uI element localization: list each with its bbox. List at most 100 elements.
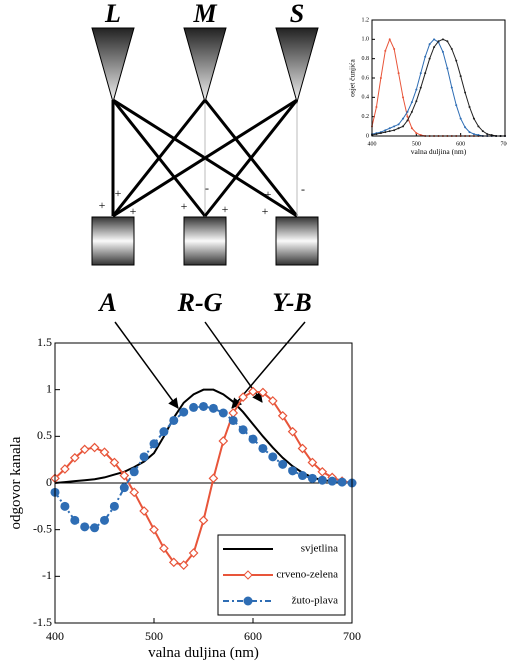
marker bbox=[375, 106, 378, 108]
marker bbox=[90, 523, 100, 533]
marker bbox=[455, 104, 458, 107]
y-tick-label: 0.8 bbox=[362, 56, 370, 62]
marker bbox=[168, 557, 179, 568]
marker bbox=[415, 100, 418, 103]
marker bbox=[459, 75, 462, 78]
marker bbox=[410, 101, 413, 104]
y-tick-label: 0 bbox=[366, 133, 369, 139]
marker bbox=[307, 457, 318, 468]
marker bbox=[327, 476, 337, 486]
marker bbox=[169, 415, 179, 425]
sign: - bbox=[301, 182, 305, 196]
marker bbox=[149, 439, 159, 449]
marker bbox=[89, 442, 100, 453]
channel-box bbox=[275, 216, 319, 266]
marker bbox=[337, 477, 347, 487]
marker bbox=[178, 560, 189, 570]
chart: -1.5 -1 -0.5 0 0.5 1 1.5 400 500 600 700 valna dulj… bbox=[8, 335, 361, 661]
x-tick-label: 400 bbox=[368, 141, 377, 147]
marker bbox=[464, 126, 467, 129]
marker bbox=[288, 466, 298, 476]
marker bbox=[388, 130, 391, 133]
marker bbox=[384, 131, 387, 134]
marker bbox=[119, 483, 129, 493]
y-tick-label: 0.5 bbox=[37, 428, 52, 442]
marker bbox=[277, 410, 288, 421]
plot-frame bbox=[371, 19, 506, 137]
legend-label: crveno-zelena bbox=[276, 569, 338, 581]
y-tick-label: -0.5 bbox=[33, 521, 52, 535]
marker bbox=[397, 127, 400, 130]
marker bbox=[208, 473, 219, 484]
marker bbox=[248, 386, 258, 397]
marker bbox=[297, 443, 308, 454]
y-tick-label: 0 bbox=[46, 475, 52, 489]
marker bbox=[393, 48, 396, 50]
x-tick-label: 700 bbox=[501, 141, 507, 147]
marker bbox=[450, 86, 453, 89]
arrows bbox=[114, 321, 306, 409]
connection bbox=[203, 99, 299, 217]
marker bbox=[397, 72, 400, 75]
marker bbox=[278, 459, 288, 469]
marker bbox=[433, 46, 436, 49]
marker bbox=[268, 452, 278, 462]
x-tick-label: 600 bbox=[244, 629, 262, 643]
y-tick-label: 1 bbox=[46, 381, 52, 395]
x-tick-label: 700 bbox=[343, 629, 361, 643]
marker bbox=[198, 515, 209, 526]
connection bbox=[111, 99, 207, 217]
marker bbox=[486, 133, 489, 136]
channel-box bbox=[183, 216, 227, 266]
series-line bbox=[371, 38, 505, 137]
marker bbox=[419, 72, 422, 75]
y-tick-label: 1.0 bbox=[362, 37, 370, 43]
marker bbox=[379, 132, 382, 135]
marker bbox=[406, 119, 409, 122]
y-tick-label: 0.4 bbox=[362, 95, 370, 101]
marker bbox=[189, 402, 199, 412]
cone-label: L bbox=[104, 0, 121, 28]
series-line bbox=[54, 405, 353, 529]
marker bbox=[410, 110, 413, 113]
marker bbox=[208, 403, 218, 413]
marker bbox=[379, 77, 382, 79]
marker bbox=[60, 464, 70, 474]
sign: - bbox=[205, 181, 209, 195]
chart: 0 0.2 0.4 0.6 0.8 1.0 1.2 400 500 600 700 valna dul… bbox=[348, 17, 507, 156]
channel-box bbox=[91, 216, 135, 266]
plot-frame bbox=[54, 342, 353, 624]
series-line bbox=[371, 38, 505, 137]
marker bbox=[149, 524, 159, 535]
marker bbox=[258, 387, 268, 398]
marker bbox=[402, 117, 405, 120]
sign: + bbox=[262, 204, 269, 218]
sign: + bbox=[130, 204, 137, 218]
marker bbox=[109, 457, 120, 468]
marker bbox=[406, 110, 409, 113]
x-tick-label: 500 bbox=[412, 141, 421, 147]
marker bbox=[159, 543, 169, 554]
marker bbox=[428, 57, 431, 60]
connection bbox=[112, 98, 298, 218]
marker bbox=[60, 501, 70, 511]
marker bbox=[238, 392, 248, 402]
marker bbox=[419, 86, 422, 89]
marker bbox=[218, 408, 228, 418]
marker bbox=[79, 444, 90, 455]
marker bbox=[258, 443, 268, 453]
marker bbox=[437, 40, 440, 43]
marker bbox=[375, 133, 378, 136]
y-tick-label: 1.5 bbox=[37, 335, 52, 349]
x-axis-label: valna duljina (nm) bbox=[148, 645, 259, 661]
legend-marker bbox=[243, 596, 253, 606]
marker bbox=[119, 470, 130, 481]
y-tick-label: 0.6 bbox=[362, 75, 370, 81]
marker bbox=[267, 396, 278, 406]
y-tick-label: 1.2 bbox=[362, 17, 370, 23]
marker bbox=[402, 96, 405, 99]
channel-label: Y-B bbox=[272, 288, 312, 317]
marker bbox=[468, 106, 471, 108]
marker bbox=[446, 40, 449, 43]
x-tick-label: 600 bbox=[456, 141, 465, 147]
